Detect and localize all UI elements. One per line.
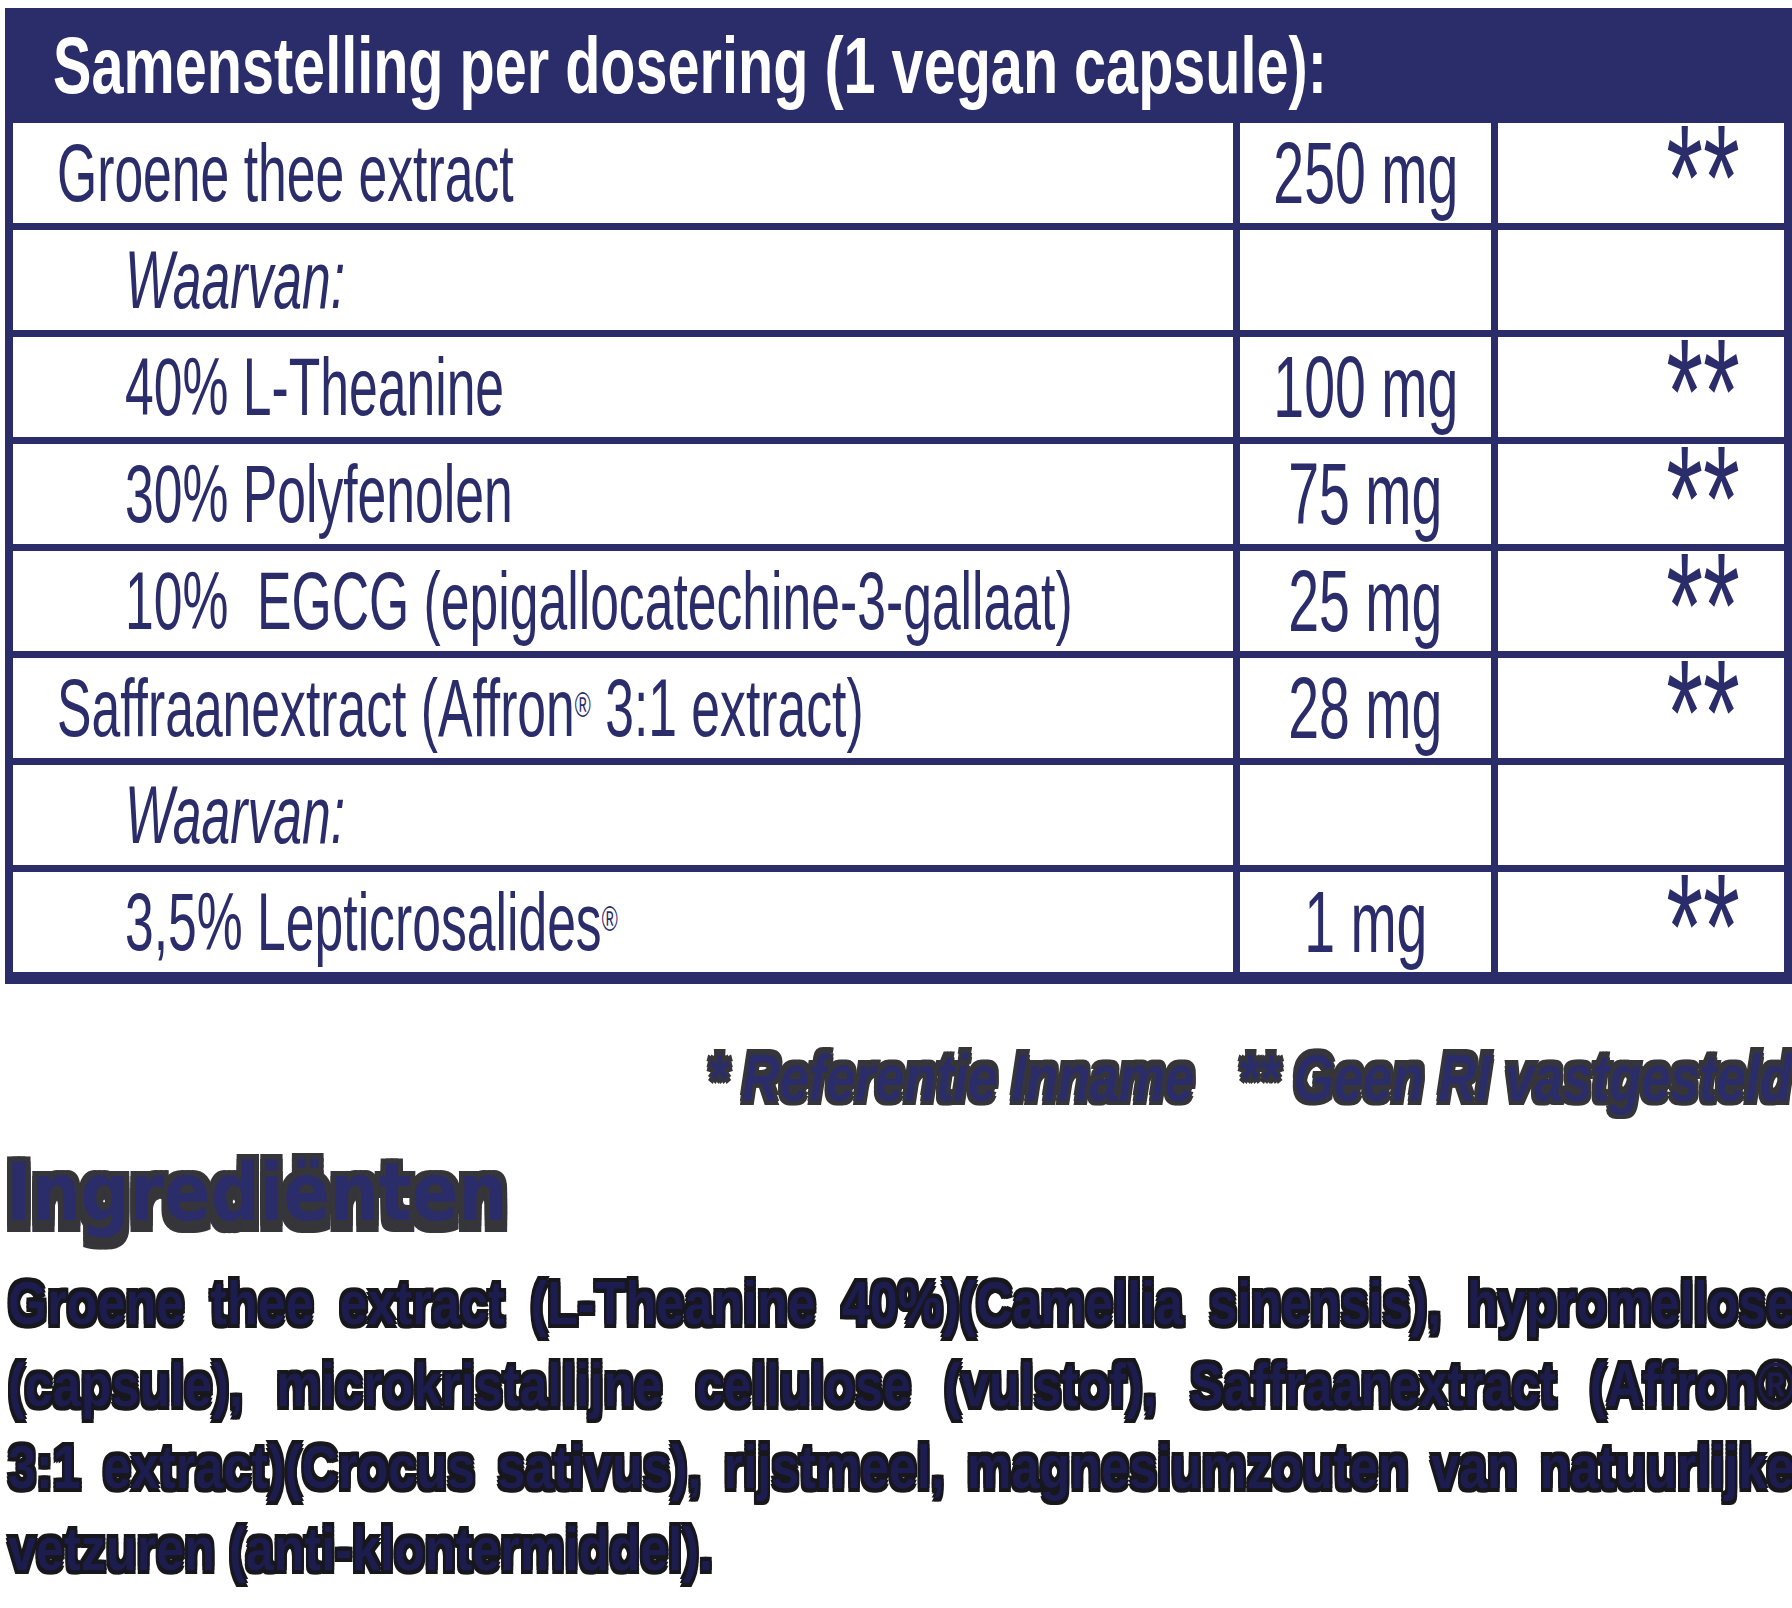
ingredient-name-cell: 30% Polyfenolen <box>13 444 1233 544</box>
ingredients-line: 3:1 extract)(Crocus sativus), rijstmeel,… <box>8 1426 1792 1508</box>
table-row: 30% Polyfenolen 75 mg ** <box>13 437 1784 544</box>
amount-cell <box>1233 765 1491 865</box>
table-header: Samenstelling per dosering (1 vegan caps… <box>13 8 1784 123</box>
supplement-label: Samenstelling per dosering (1 vegan caps… <box>0 0 1792 1608</box>
ingredients-line: vetzuren (anti-klontermiddel). <box>8 1508 1792 1590</box>
amount-cell: 100 mg <box>1233 337 1491 437</box>
table-row: 10% EGCG (epigallocatechine-3-gallaat) 2… <box>13 544 1784 651</box>
ingredient-name-cell: Waarvan: <box>13 230 1233 330</box>
table-row: 3,5% Lepticrosalides® 1 mg ** <box>13 865 1784 972</box>
table-body: Groene thee extract 250 mg ** Waarvan: 4… <box>13 123 1784 972</box>
table-title: Samenstelling per dosering (1 vegan caps… <box>53 20 1327 112</box>
table-row: Waarvan: <box>13 223 1784 330</box>
ingredient-name-cell: 40% L-Theanine <box>13 337 1233 437</box>
composition-table: Samenstelling per dosering (1 vegan caps… <box>5 8 1792 984</box>
footnote: * Referentie Inname ** Geen RI vastgeste… <box>707 1040 1792 1116</box>
table-row: Saffraanextract (Affron® 3:1 extract) 28… <box>13 651 1784 758</box>
amount-cell <box>1233 230 1491 330</box>
ingredients-line: Groene thee extract (L-Theanine 40%)(Cam… <box>8 1262 1792 1344</box>
table-row: Groene thee extract 250 mg ** <box>13 123 1784 223</box>
ingredient-name: Groene thee extract <box>57 127 514 218</box>
ingredient-name-suffix: 3:1 extract) <box>591 662 864 753</box>
amount-value: 1 mg <box>1304 871 1427 973</box>
ingredient-name-cell: 10% EGCG (epigallocatechine-3-gallaat) <box>13 551 1233 651</box>
table-row: 40% L-Theanine 100 mg ** <box>13 330 1784 437</box>
amount-value: 100 mg <box>1273 336 1458 438</box>
amount-cell: 1 mg <box>1233 872 1491 972</box>
ingredient-name: Waarvan: <box>125 234 345 325</box>
amount-value: 28 mg <box>1288 657 1442 759</box>
amount-value: 250 mg <box>1273 122 1458 224</box>
amount-cell: 28 mg <box>1233 658 1491 758</box>
amount-cell: 25 mg <box>1233 551 1491 651</box>
ingredient-name: 30% Polyfenolen <box>125 448 513 539</box>
ri-cell <box>1491 765 1784 865</box>
ingredient-name-cell: Saffraanextract (Affron® 3:1 extract) <box>13 658 1233 758</box>
amount-cell: 250 mg <box>1233 123 1491 223</box>
ingredient-name-cell: Groene thee extract <box>13 123 1233 223</box>
ri-cell: ** <box>1491 337 1784 437</box>
ingredient-name: Waarvan: <box>125 769 345 860</box>
ri-cell: ** <box>1491 658 1784 758</box>
ingredient-name: 3,5% Lepticrosalides <box>125 876 602 967</box>
ingredient-name-cell: Waarvan: <box>13 765 1233 865</box>
ingredients-heading: Ingrediënten <box>6 1146 507 1239</box>
table-row: Waarvan: <box>13 758 1784 865</box>
ingredients-paragraph: Groene thee extract (L-Theanine 40%)(Cam… <box>8 1262 1792 1590</box>
amount-value: 25 mg <box>1288 550 1442 652</box>
ri-cell <box>1491 230 1784 330</box>
ri-cell: ** <box>1491 444 1784 544</box>
ingredient-name: Saffraanextract (Affron <box>57 662 575 753</box>
ingredient-name-cell: 3,5% Lepticrosalides® <box>13 872 1233 972</box>
amount-value: 75 mg <box>1288 443 1442 545</box>
registered-trademark: ® <box>602 900 618 938</box>
ri-value: ** <box>1666 852 1740 1002</box>
ri-cell: ** <box>1491 123 1784 223</box>
ri-cell: ** <box>1491 872 1784 972</box>
footnote-reference-intake: * Referentie Inname <box>707 1040 1194 1116</box>
ingredients-line: (capsule), microkristallijne cellulose (… <box>8 1344 1792 1426</box>
amount-cell: 75 mg <box>1233 444 1491 544</box>
ingredient-name: 40% L-Theanine <box>125 341 504 432</box>
footnote-no-ri: ** Geen RI vastgesteld <box>1239 1040 1792 1116</box>
ingredient-name: 10% EGCG (epigallocatechine-3-gallaat) <box>125 555 1073 646</box>
registered-trademark: ® <box>575 686 591 724</box>
ri-cell: ** <box>1491 551 1784 651</box>
